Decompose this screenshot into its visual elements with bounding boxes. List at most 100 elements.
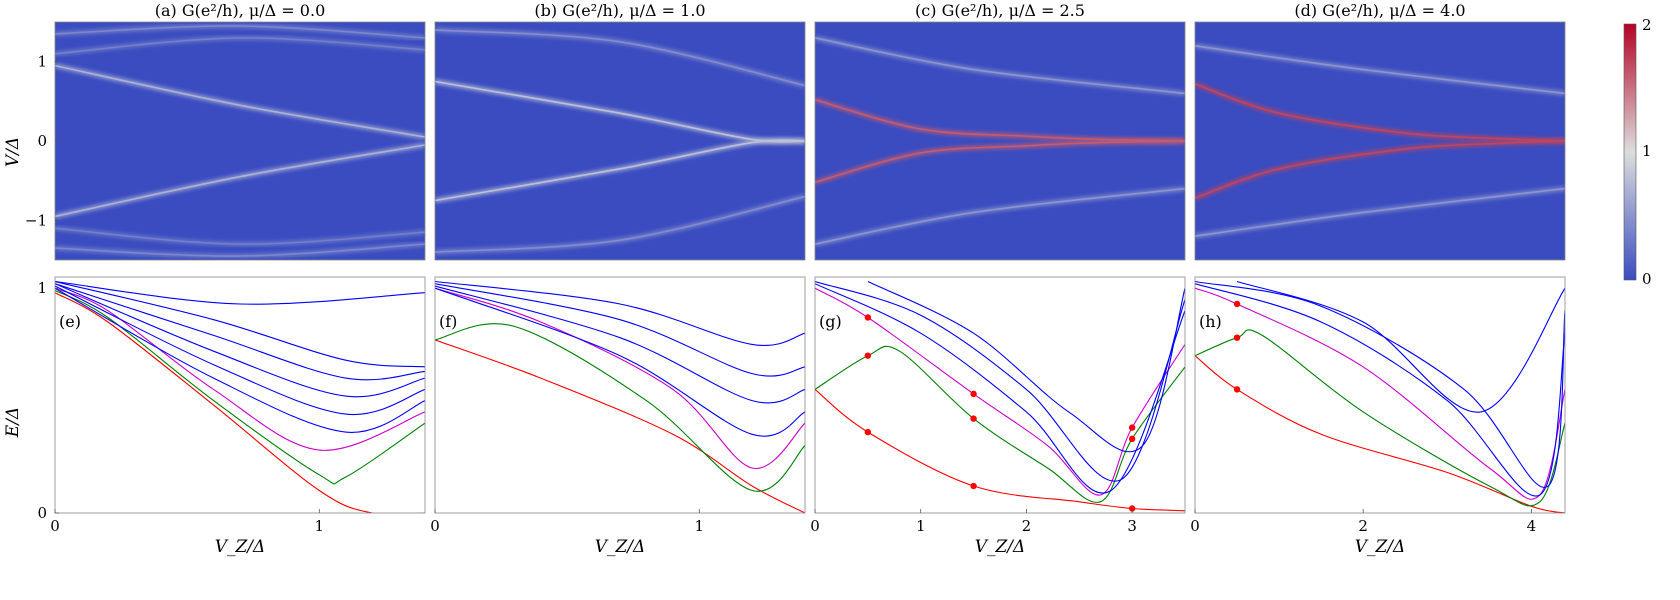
heatmap-panel-a: (a) G(e²/h), μ/Δ = 0.0 −1 0 1: [25, 1, 426, 261]
x-tick-label: 4: [1527, 517, 1537, 535]
x-axis-label-g: V_Z/Δ: [975, 537, 1026, 557]
series-line-b1: [55, 287, 425, 433]
x-tick-label: 1: [695, 517, 705, 535]
series-group-f: [435, 280, 805, 513]
x-tick-label: 1: [916, 517, 926, 535]
plot-frame-f: [434, 276, 806, 514]
heatmap-lines-c: [815, 35, 1185, 247]
heatmap-lines-b: [435, 27, 805, 255]
series-line-b1: [1195, 283, 1565, 497]
panel-label-e: (e): [59, 312, 81, 331]
series-group-e: [55, 280, 425, 513]
panel-label-h: (h): [1199, 312, 1222, 331]
series-line-third: [55, 287, 425, 451]
series-line-b2: [815, 280, 1185, 482]
heatmap-frame-b: [434, 21, 806, 261]
plot-background-g: [815, 277, 1185, 513]
heatmap-line: [435, 139, 805, 202]
data-marker: [970, 415, 977, 422]
series-line-b3: [55, 283, 425, 398]
heatmap-line: [55, 25, 425, 39]
data-marker: [864, 428, 872, 436]
plot-frame-h: [1194, 276, 1566, 514]
heatmap-line: [55, 243, 425, 257]
series-line-b4: [435, 280, 805, 346]
series-line-second: [55, 290, 425, 485]
data-marker: [1233, 334, 1241, 341]
x-tick-label: 0: [1190, 517, 1200, 535]
plot-frame-e: [54, 276, 426, 514]
top-y-axis-label: V/Δ: [3, 137, 23, 167]
heatmap-frame-c: [814, 21, 1186, 261]
heatmap-background-d: [1195, 22, 1565, 260]
colorbar: 0 1 2: [1623, 16, 1652, 288]
heatmap-line: [1195, 45, 1565, 95]
series-line-b6: [55, 280, 425, 305]
plot-background-h: [1195, 277, 1565, 513]
data-marker: [970, 482, 977, 490]
y-tick-label: 0: [37, 504, 47, 522]
x-tick-label: 1: [315, 517, 325, 535]
heatmap-line: [55, 227, 425, 245]
heatmap-title-c: (c) G(e²/h), μ/Δ = 2.5: [915, 1, 1085, 20]
series-line-b2: [435, 285, 805, 404]
heatmap-title-b: (b) G(e²/h), μ/Δ = 1.0: [534, 1, 705, 20]
data-marker: [970, 390, 977, 398]
series-group-h: [1195, 280, 1565, 513]
x-tick-label: 0: [50, 517, 60, 535]
series-line-third: [435, 287, 805, 469]
series-line-b3: [1236, 280, 1565, 413]
data-marker: [1128, 505, 1136, 512]
y-tick-label: 1: [37, 53, 47, 71]
line-panel-g: (g) 0 1 2 3 V_Z/Δ: [810, 276, 1186, 557]
heatmap-line: [1195, 83, 1565, 142]
colorbar-scale: [1623, 23, 1637, 281]
x-axis-label-f: V_Z/Δ: [595, 537, 646, 557]
x-tick-label: 3: [1127, 517, 1137, 535]
heatmap-title-d: (d) G(e²/h), μ/Δ = 4.0: [1294, 1, 1465, 20]
x-axis-label-h: V_Z/Δ: [1355, 537, 1406, 557]
colorbar-tick-2: 2: [1642, 16, 1652, 34]
y-tick-label: 0: [37, 132, 47, 150]
series-line-b1: [815, 283, 1185, 494]
heatmap-lines-a: [55, 23, 425, 259]
series-line-second: [435, 323, 805, 492]
line-panel-e: (e) 0 1 0 1 V_Z/Δ: [37, 276, 426, 557]
heatmap-panel-c: (c) G(e²/h), μ/Δ = 2.5: [814, 1, 1186, 261]
heatmap-background-a: [55, 22, 425, 260]
data-marker: [864, 314, 872, 321]
heatmap-line: [1195, 187, 1565, 237]
heatmap-line: [435, 195, 805, 253]
x-tick-label: 2: [1022, 517, 1032, 535]
data-marker: [1233, 300, 1241, 308]
heatmap-lines-d: [1195, 43, 1565, 239]
panel-label-g: (g): [819, 312, 842, 331]
panel-label-f: (f): [439, 312, 457, 331]
x-tick-label: 0: [430, 517, 440, 535]
heatmap-background-b: [435, 22, 805, 260]
series-line-b1: [435, 287, 805, 437]
heatmap-line: [435, 29, 805, 87]
plot-frame-g: [814, 276, 1186, 514]
series-line-b2: [55, 285, 425, 416]
y-tick-label: −1: [25, 211, 47, 229]
bottom-y-axis-label: E/Δ: [3, 407, 23, 438]
data-marker: [1128, 435, 1136, 443]
series-line-b4: [55, 283, 425, 381]
series-line-b3: [867, 281, 1185, 453]
line-panel-f: (f) 0 1 V_Z/Δ: [430, 276, 806, 557]
heatmap-line: [815, 187, 1185, 245]
data-marker: [1233, 386, 1241, 393]
x-tick-label: 0: [810, 517, 820, 535]
heatmap-title-a: (a) G(e²/h), μ/Δ = 0.0: [155, 1, 326, 20]
colorbar-tick-1: 1: [1642, 142, 1652, 160]
x-axis-label-e: V_Z/Δ: [215, 537, 266, 557]
line-panel-h: (h) 0 2 4 V_Z/Δ: [1190, 276, 1566, 557]
heatmap-line: [815, 140, 1185, 184]
data-marker: [1128, 424, 1136, 431]
heatmap-line: [55, 64, 425, 138]
heatmap-panel-d: (d) G(e²/h), μ/Δ = 4.0: [1194, 1, 1566, 261]
series-line-lowest: [55, 292, 425, 513]
data-marker: [864, 352, 872, 359]
